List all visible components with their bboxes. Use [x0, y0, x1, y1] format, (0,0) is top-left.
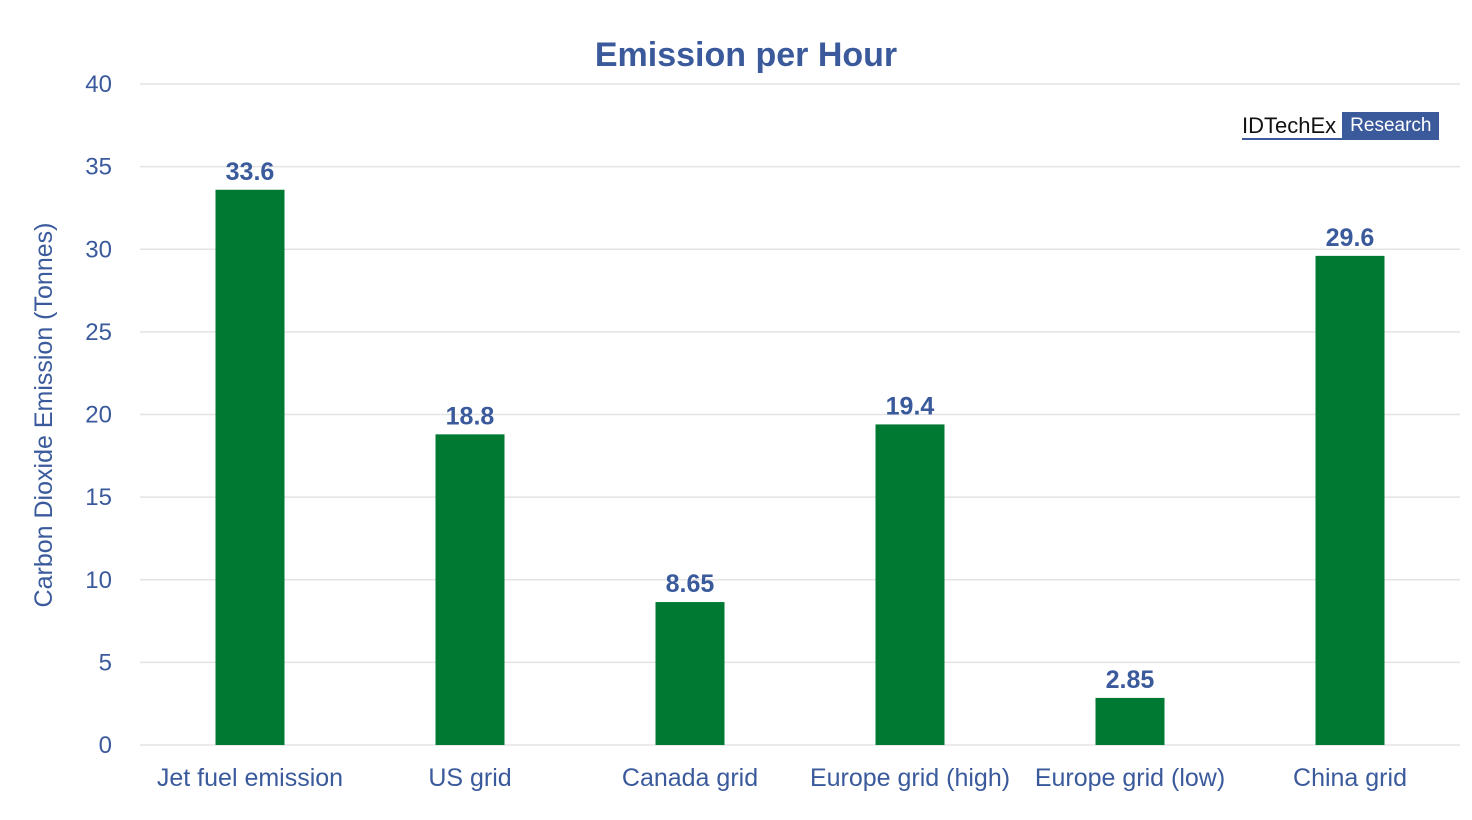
y-tick-label: 0: [99, 732, 112, 759]
data-label: 8.65: [666, 570, 715, 598]
y-tick-label: 25: [85, 319, 112, 346]
bar: [1315, 255, 1385, 746]
bars: [215, 189, 1385, 746]
y-axis-label: Carbon Dioxide Emission (Tonnes): [30, 223, 58, 608]
bar: [655, 602, 725, 745]
x-category-label: Europe grid (low): [1035, 764, 1225, 792]
chart-title: Emission per Hour: [595, 36, 897, 74]
y-axis-ticks: 0 5 10 15 20 25 30 35 40: [85, 71, 112, 759]
data-label: 29.6: [1326, 224, 1375, 252]
x-category-label: Canada grid: [622, 764, 758, 792]
y-tick-label: 5: [99, 649, 112, 676]
data-labels: 33.6 18.8 8.65 19.4 2.85 29.6: [226, 158, 1375, 694]
x-category-label: Jet fuel emission: [157, 764, 343, 792]
x-category-label: China grid: [1293, 764, 1407, 792]
data-label: 19.4: [886, 392, 935, 420]
bar: [875, 424, 945, 745]
y-tick-label: 30: [85, 236, 112, 263]
logo-tag: Research: [1342, 112, 1440, 140]
y-tick-label: 10: [85, 567, 112, 594]
bar: [435, 434, 505, 745]
y-tick-label: 40: [85, 71, 112, 98]
x-category-label: US grid: [428, 764, 511, 792]
data-label: 18.8: [446, 402, 495, 430]
bar: [1095, 697, 1165, 745]
x-axis-categories: Jet fuel emission US grid Canada grid Europ…: [157, 764, 1407, 792]
gridlines: [140, 83, 1460, 746]
y-tick-label: 20: [85, 402, 112, 429]
data-label: 2.85: [1106, 666, 1155, 694]
y-tick-label: 15: [85, 484, 112, 511]
bar: [215, 189, 285, 745]
data-label: 33.6: [226, 158, 275, 186]
logo-name: IDTechEx: [1242, 112, 1343, 140]
idtechex-logo: IDTechEx Research: [1242, 112, 1440, 140]
y-tick-label: 35: [85, 154, 112, 181]
x-category-label: Europe grid (high): [810, 764, 1010, 792]
